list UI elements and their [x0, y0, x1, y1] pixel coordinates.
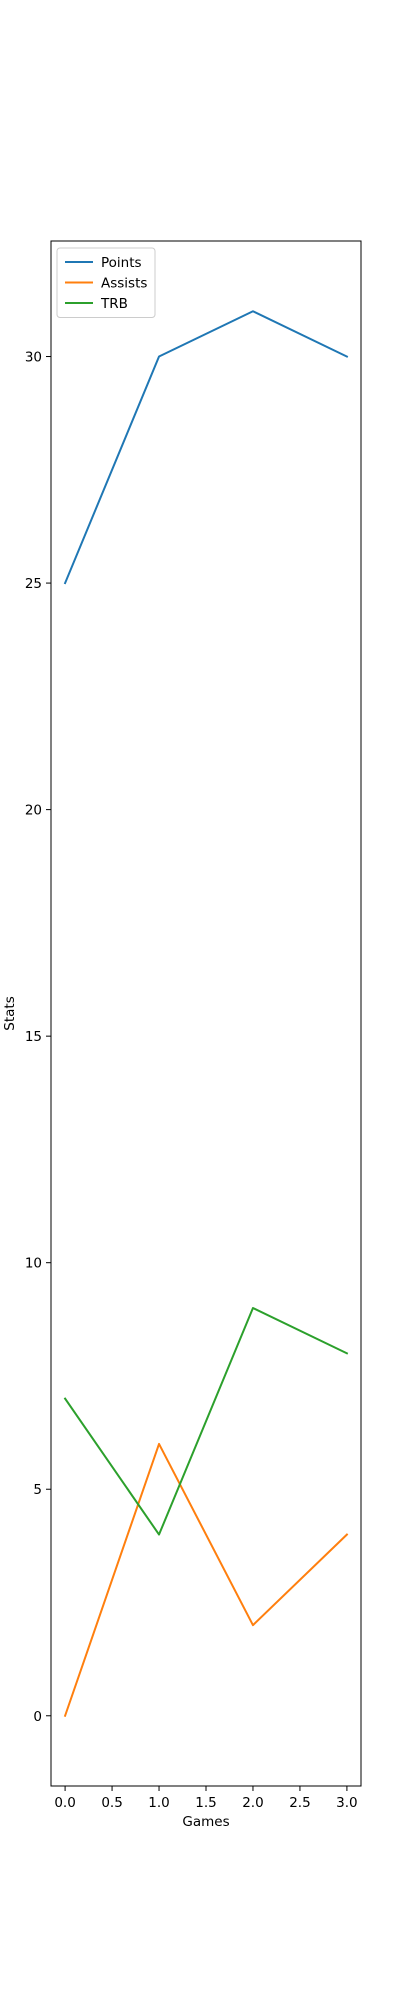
series-layer	[63, 310, 349, 1718]
x-tick-label: 3.0	[336, 1795, 357, 1811]
y-tick-label: 25	[25, 576, 42, 592]
x-tick-label: 1.5	[195, 1795, 216, 1811]
y-tick-label: 5	[33, 1482, 42, 1498]
x-tick-label: 0.5	[101, 1795, 122, 1811]
x-tick-label: 2.0	[242, 1795, 263, 1811]
x-tick-label: 1.0	[148, 1795, 169, 1811]
y-tick-label: 30	[25, 350, 42, 366]
y-axis: 0 5 10 15 20 25 30	[25, 350, 51, 1725]
x-axis: 0.0 0.5 1.0 1.5 2.0 2.5 3.0	[54, 1786, 358, 1811]
legend-box	[56, 247, 156, 318]
y-axis-title: Stats	[2, 996, 18, 1030]
legend-label-trb: TRB	[100, 296, 128, 312]
series-line-trb	[63, 1307, 349, 1536]
y-tick-label: 20	[25, 803, 42, 819]
legend-label-assists: Assists	[101, 276, 147, 292]
legend-label-points: Points	[101, 255, 142, 271]
y-tick-label: 0	[33, 1709, 42, 1725]
x-tick-label: 0.0	[54, 1795, 75, 1811]
series-line-assists	[63, 1442, 349, 1718]
y-tick-label: 10	[25, 1256, 42, 1272]
legend: Points Assists TRB	[56, 247, 156, 318]
x-axis-title: Games	[182, 1814, 229, 1830]
series-line-points	[63, 310, 349, 585]
y-tick-label: 15	[25, 1029, 42, 1045]
x-tick-label: 2.5	[289, 1795, 310, 1811]
